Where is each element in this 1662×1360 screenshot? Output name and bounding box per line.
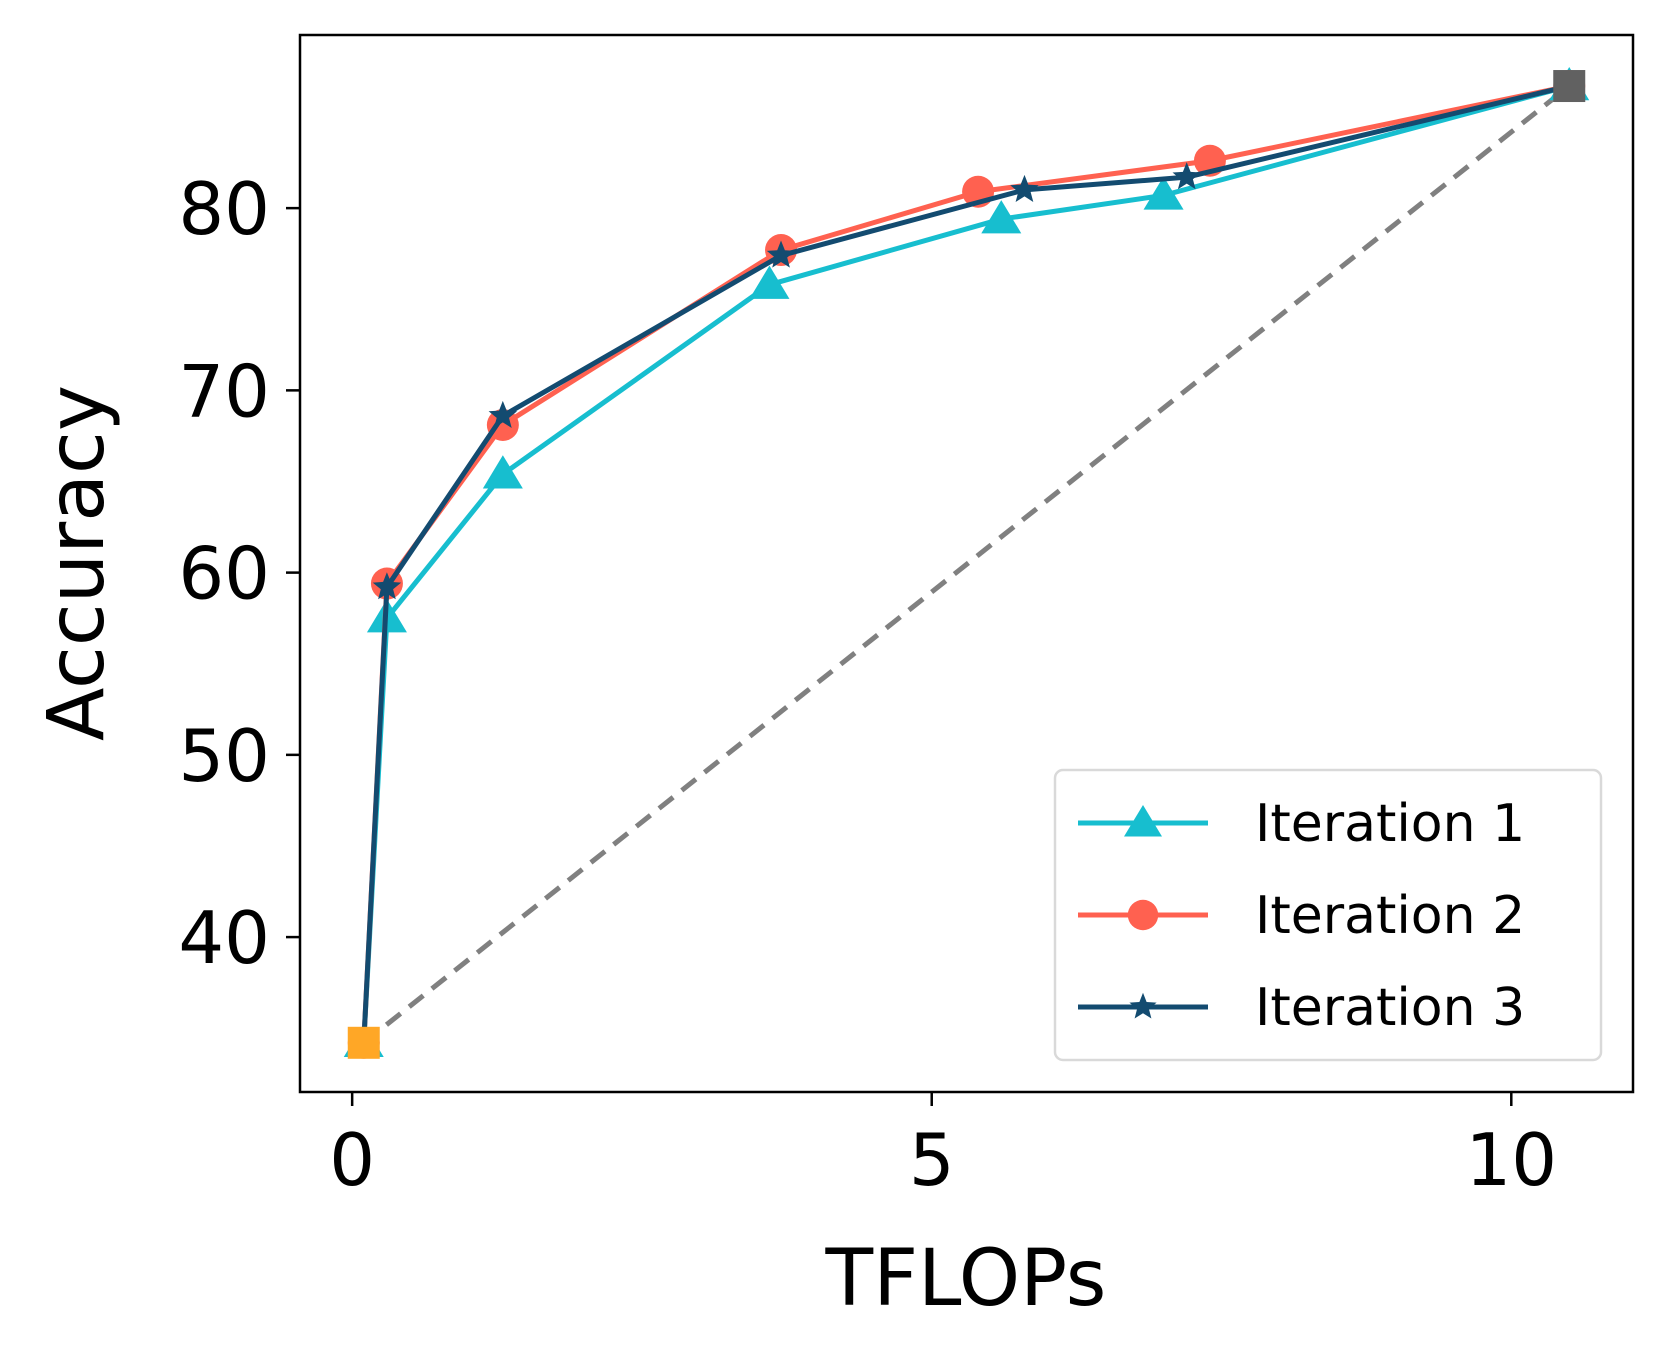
legend-entries: Iteration 1 Iteration 2 Iteration 3 [1078, 794, 1525, 1038]
legend-box [1053, 768, 1603, 1062]
legend: Iteration 1 Iteration 2 Iteration 3 [1053, 768, 1603, 1062]
data-point-iteration-1 [1143, 176, 1184, 210]
data-point-iteration-3 [766, 240, 796, 268]
reference-dashed-line [362, 84, 1571, 1045]
x-tick-label: 5 [909, 1118, 955, 1202]
y-tick-label: 50 [178, 714, 270, 798]
data-point-iteration-3 [372, 572, 402, 600]
data-point-iteration-3 [1010, 174, 1039, 202]
plot-marks [343, 67, 1590, 1059]
plot-frame [298, 33, 1635, 1094]
y-tick-label: 80 [178, 167, 270, 251]
x-axis-label: TFLOPs [825, 1234, 1107, 1324]
legend-marker-iteration-2 [1127, 899, 1159, 931]
y-axis-label: Accuracy [32, 385, 122, 741]
legend-label-iteration-3: Iteration 3 [1255, 978, 1525, 1038]
data-point-iteration-3 [488, 400, 518, 428]
legend-label-iteration-1: Iteration 1 [1255, 794, 1525, 854]
y-tick-label: 60 [178, 532, 270, 616]
data-point-iteration-1 [749, 265, 790, 299]
data-point-iteration-1 [482, 455, 523, 489]
y-tick-label: 70 [178, 349, 270, 433]
y-axis-ticks: 40 50 60 70 80 [178, 167, 300, 980]
y-tick-label: 40 [178, 896, 270, 980]
end-square-marker [1553, 70, 1586, 103]
data-point-iteration-2 [486, 408, 519, 441]
start-square-marker [347, 1026, 380, 1059]
legend-label-iteration-2: Iteration 2 [1255, 886, 1525, 946]
legend-marker-iteration-1 [1124, 804, 1162, 837]
x-tick-label: 0 [329, 1118, 375, 1202]
x-tick-label: 10 [1465, 1118, 1557, 1202]
x-axis-ticks: 0 5 10 [329, 1092, 1557, 1202]
data-point-iteration-1 [981, 200, 1022, 234]
data-point-iteration-3 [1172, 162, 1201, 190]
legend-marker-iteration-3 [1129, 992, 1157, 1019]
